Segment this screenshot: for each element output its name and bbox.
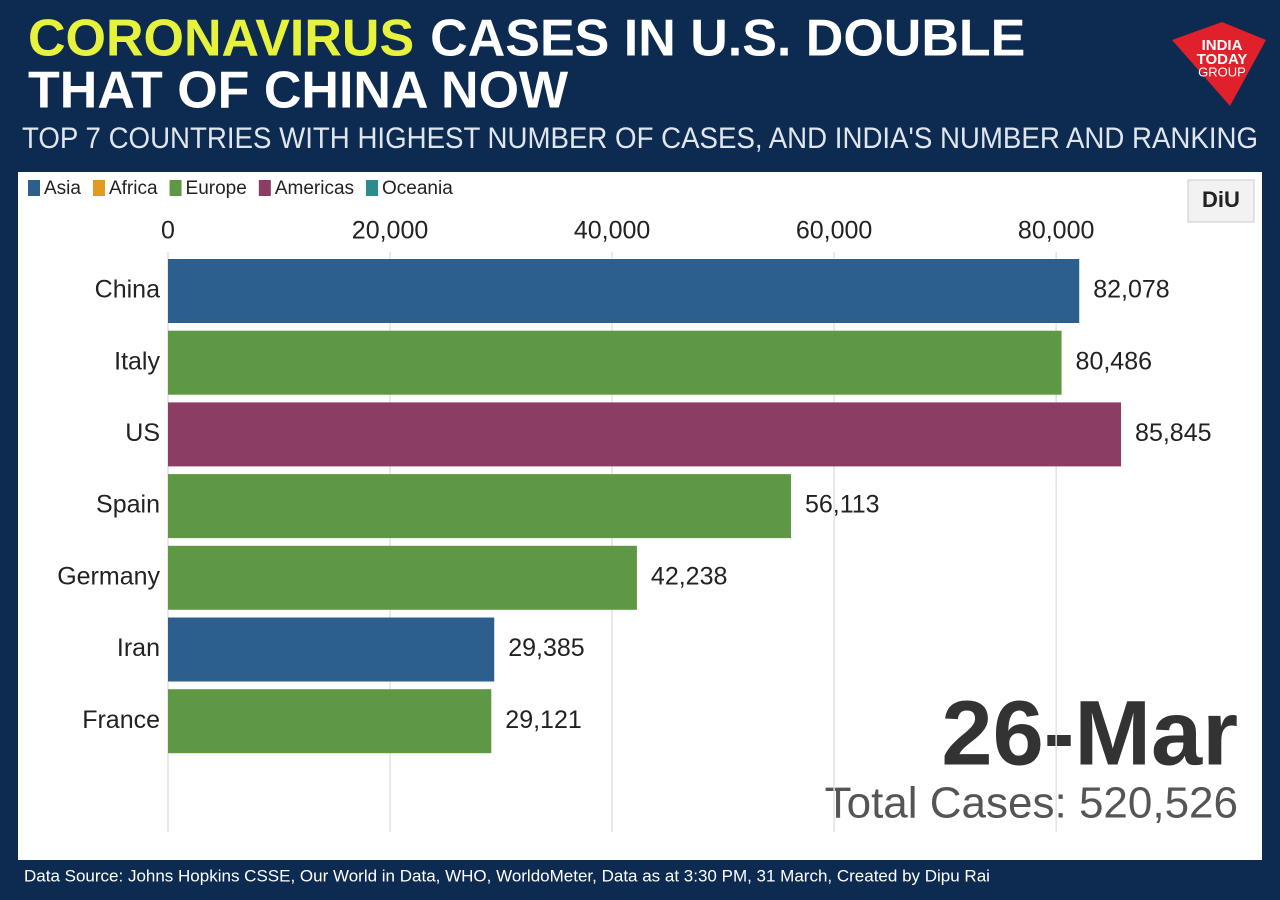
value-label: 56,113	[805, 491, 880, 519]
legend-swatch	[258, 180, 271, 196]
title: THAT OF CHINA NOW	[28, 62, 569, 120]
subtitle: TOP 7 COUNTRIES WITH HIGHEST NUMBER OF C…	[22, 122, 1258, 155]
y-tick-label: Germany	[57, 562, 160, 590]
x-tick-label: 40,000	[574, 217, 650, 245]
legend-label: Americas	[275, 178, 354, 199]
date-label: 26-Mar	[941, 682, 1238, 784]
logo-text: INDIA	[1202, 37, 1243, 54]
y-tick-label: France	[82, 706, 160, 734]
bar	[168, 545, 637, 610]
legend-label: Asia	[44, 178, 81, 199]
bar	[168, 330, 1062, 395]
title-highlight: CORONAVIRUS	[28, 10, 414, 68]
legend-swatch	[28, 180, 40, 196]
logo-shape	[1172, 22, 1266, 106]
title: CASES IN U.S. DOUBLE	[430, 10, 1025, 68]
y-tick-label: Iran	[117, 634, 160, 662]
value-label: 80,486	[1076, 347, 1152, 375]
badge: DiU	[1202, 187, 1240, 212]
value-label: 82,078	[1093, 276, 1169, 304]
x-tick-label: 0	[161, 217, 175, 245]
bar	[168, 474, 791, 539]
bar	[168, 259, 1080, 323]
legend-label: Oceania	[382, 178, 453, 199]
bar	[168, 617, 495, 682]
y-tick-label: China	[95, 276, 160, 304]
logo-text: GROUP	[1198, 64, 1246, 79]
source: Data Source: Johns Hopkins CSSE, Our Wor…	[24, 866, 990, 885]
value-label: 42,238	[651, 562, 727, 590]
y-tick-label: Italy	[114, 347, 160, 375]
value-label: 29,121	[505, 706, 581, 734]
value-label: 85,845	[1135, 419, 1211, 447]
total-label: Total Cases: 520,526	[825, 779, 1238, 828]
logo-text: TODAY	[1197, 51, 1248, 68]
bar	[168, 689, 492, 754]
x-tick-label: 80,000	[1018, 217, 1094, 245]
y-tick-label: US	[125, 419, 160, 447]
y-tick-label: Spain	[96, 491, 160, 519]
legend-label: Europe	[186, 178, 247, 199]
bar	[168, 402, 1122, 467]
badge-box	[1187, 179, 1255, 223]
legend-swatch	[92, 180, 105, 196]
x-tick-label: 60,000	[796, 217, 872, 245]
legend-swatch	[366, 180, 379, 196]
legend-swatch	[169, 180, 182, 196]
value-label: 29,385	[508, 634, 584, 662]
x-tick-label: 20,000	[352, 217, 428, 245]
legend-label: Africa	[109, 178, 158, 199]
